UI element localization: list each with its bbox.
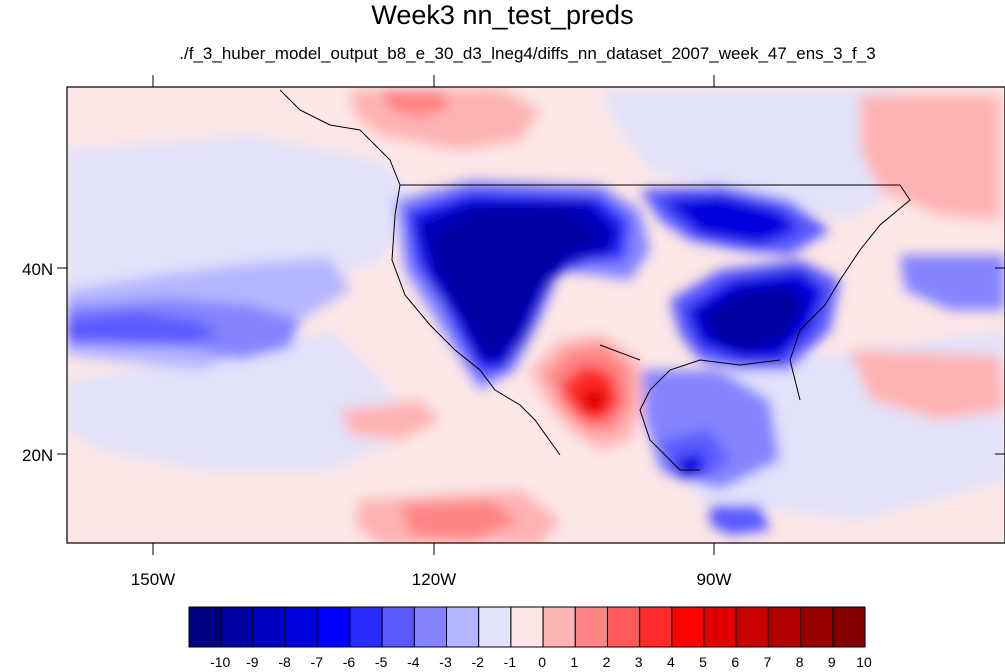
colorbar-label: -4 [407,654,420,670]
colorbar-swatch [832,606,866,648]
colorbar-label: 7 [764,654,772,670]
colorbar-swatch [574,606,608,648]
colorbar-swatch [220,606,254,648]
colorbar-label: 5 [699,654,707,670]
colorbar-swatch [349,606,383,648]
colorbar-swatch [446,606,480,648]
colorbar-swatch [188,606,222,648]
colorbar-swatch [703,606,737,648]
colorbar-label: 8 [796,654,804,670]
colorbar-label: 3 [635,654,643,670]
colorbar-label: 9 [828,654,836,670]
map-title: Week3 nn_test_preds [371,0,634,30]
colorbar-label: 2 [603,654,611,670]
colorbar-swatch [381,606,415,648]
colorbar-swatch [606,606,641,648]
colorbar-swatch [478,606,512,648]
colorbar-swatch [510,606,544,648]
colorbar-swatch [735,606,769,648]
colorbar-label: 4 [667,654,675,670]
lon-label-150w: 150W [131,570,175,589]
colorbar-swatch [252,606,287,648]
map-subtitle: ./f_3_huber_model_output_b8_e_30_d3_lneg… [179,44,876,63]
colorbar-swatch [285,606,319,648]
colorbar: -10 -9 -8 -7 -6 -5 -4 -3 -2 -1 0 1 2 3 4 5 6 7 8 9 10 [188,606,872,670]
colorbar-swatch [317,606,351,648]
colorbar-swatch [639,606,673,648]
colorbar-swatch [767,606,802,648]
coastlines [279,89,911,471]
map-frame [66,86,1005,544]
colorbar-label: -1 [504,654,517,670]
lat-label-40n: 40N [22,260,53,279]
colorbar-label: -5 [375,654,388,670]
colorbar-label: -8 [278,654,291,670]
axis-ticks [57,75,1005,555]
colorbar-label: -6 [343,654,356,670]
lat-label-20n: 20N [22,446,53,465]
colorbar-swatch [542,606,576,648]
colorbar-swatch [671,606,705,648]
colorbar-label: -7 [311,654,324,670]
contour-field [67,87,1005,543]
colorbar-label: 0 [538,654,546,670]
lon-label-120w: 120W [412,570,456,589]
colorbar-label: 10 [856,654,872,670]
colorbar-label: 1 [570,654,578,670]
colorbar-label: -3 [439,654,452,670]
colorbar-label: -10 [210,654,230,670]
colorbar-label: -2 [471,654,484,670]
colorbar-swatch [413,606,448,648]
colorbar-label: -9 [246,654,259,670]
colorbar-label: 6 [731,654,739,670]
lon-label-90w: 90W [697,570,732,589]
colorbar-swatch [800,606,834,648]
